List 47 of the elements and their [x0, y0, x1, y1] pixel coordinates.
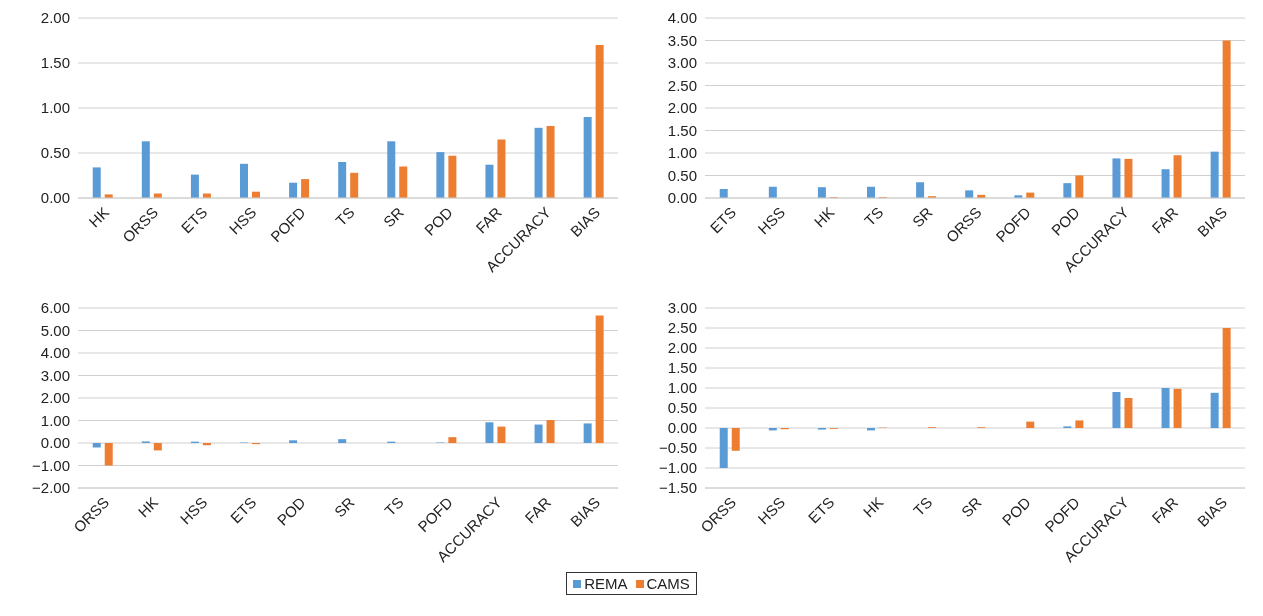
y-tick-label: −0.50 — [659, 439, 697, 457]
y-tick-label: 2.00 — [667, 99, 697, 117]
x-tick-label: TS — [860, 203, 887, 230]
y-tick-label: 1.50 — [667, 121, 697, 139]
y-tick-label: 1.50 — [40, 54, 70, 72]
y-tick-label: 1.50 — [667, 359, 697, 377]
y-tick-label: −1.00 — [659, 459, 697, 477]
y-tick-label: 2.00 — [40, 9, 70, 27]
x-tick-label: TS — [332, 203, 358, 230]
x-tick-label: HK — [810, 203, 838, 231]
x-tick-label: SR — [957, 493, 985, 521]
y-tick-label: 2.50 — [667, 319, 697, 337]
legend-label: CAMS — [646, 575, 690, 592]
y-tick-label: 3.00 — [40, 366, 70, 384]
y-tick-label: 3.00 — [667, 54, 697, 72]
y-tick-label: 2.00 — [40, 389, 70, 407]
y-tick-label: 0.00 — [667, 189, 697, 207]
y-tick-label: 6.00 — [40, 299, 70, 317]
y-tick-label: 5.00 — [40, 321, 70, 339]
y-tick-label: 0.50 — [40, 144, 70, 162]
x-tick-label: HK — [859, 493, 887, 521]
y-tick-label: 0.50 — [667, 399, 697, 417]
y-tick-label: 3.00 — [667, 299, 697, 317]
y-tick-label: 0.00 — [40, 189, 70, 207]
y-tick-label: 1.00 — [667, 144, 697, 162]
y-tick-label: 0.00 — [667, 419, 697, 437]
legend-label: REMA — [584, 575, 628, 592]
x-tick-label: HK — [134, 493, 162, 521]
x-tick-label: TS — [909, 493, 936, 520]
y-tick-label: 3.50 — [667, 31, 697, 49]
x-tick-label: HK — [85, 203, 113, 231]
y-tick-label: 4.00 — [40, 344, 70, 362]
y-tick-label: 1.00 — [40, 99, 70, 117]
y-tick-label: 2.50 — [667, 76, 697, 94]
y-tick-label: 1.00 — [667, 379, 697, 397]
x-tick-label: TS — [381, 493, 407, 520]
x-tick-label: SR — [379, 203, 407, 231]
y-tick-label: 0.50 — [667, 166, 697, 184]
y-tick-label: −1.00 — [32, 456, 70, 474]
x-tick-label: SR — [908, 203, 936, 231]
y-tick-label: 4.00 — [667, 9, 697, 27]
y-tick-label: −1.50 — [659, 479, 697, 497]
y-tick-label: 1.00 — [40, 411, 70, 429]
x-tick-label: SR — [330, 493, 358, 521]
y-tick-label: −2.00 — [32, 479, 70, 497]
y-tick-label: 2.00 — [667, 339, 697, 357]
y-tick-label: 0.00 — [40, 434, 70, 452]
